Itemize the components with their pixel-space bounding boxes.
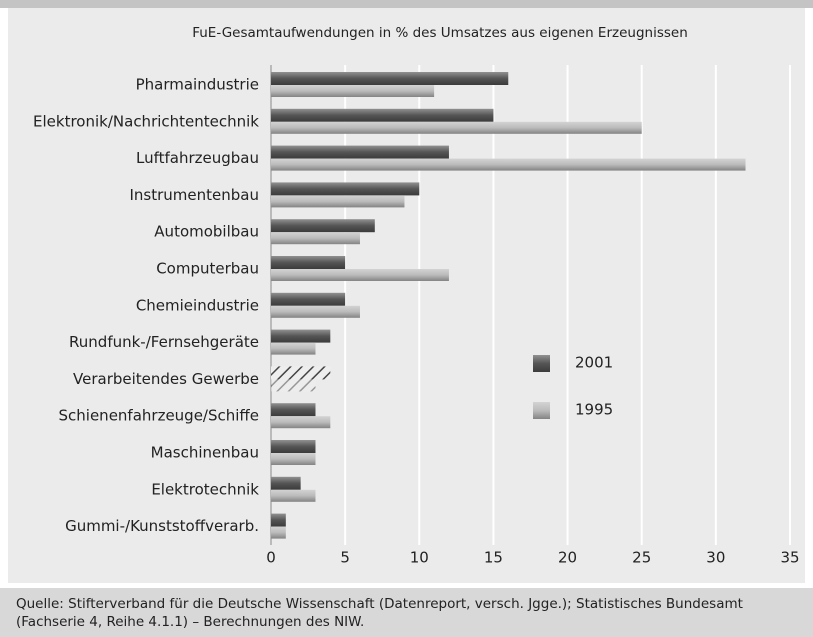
bar <box>271 379 316 392</box>
bar <box>271 72 509 85</box>
y-tick-label: Schienenfahrzeuge/Schiffe <box>59 407 259 425</box>
x-tick-label: 35 <box>780 549 799 567</box>
bar <box>271 366 331 380</box>
x-tick-label: 5 <box>340 549 350 567</box>
y-tick-label: Gummi-/Kunststoffverarb. <box>65 517 259 535</box>
x-tick-label: 10 <box>410 549 429 567</box>
y-tick-label: Pharmaindustrie <box>136 76 259 94</box>
y-tick-label: Instrumentenbau <box>130 186 260 204</box>
y-tick-label: Luftfahrzeugbau <box>136 149 259 167</box>
source-line: Quelle: Stifterverband für die Deutsche … <box>16 596 743 612</box>
bar <box>271 329 331 343</box>
bar <box>271 85 435 97</box>
x-tick-label: 25 <box>632 549 651 567</box>
legend-label: 2001 <box>575 354 613 372</box>
x-tick-label: 30 <box>706 549 725 567</box>
y-tick-label: Elektronik/Nachrichtentechnik <box>33 112 259 130</box>
bar <box>271 219 375 233</box>
bar <box>271 403 316 417</box>
y-tick-label: Maschinenbau <box>151 444 259 462</box>
y-tick-label: Verarbeitendes Gewerbe <box>73 370 259 388</box>
source-line: (Fachserie 4, Reihe 4.1.1) – Berechnunge… <box>16 614 364 630</box>
bar <box>271 232 360 245</box>
bar <box>271 526 286 539</box>
bar <box>271 292 346 306</box>
chart-title: FuE-Gesamtaufwendungen in % des Umsatzes… <box>192 25 688 41</box>
legend-swatch <box>533 355 550 372</box>
y-tick-label: Automobilbau <box>154 223 259 241</box>
plot-panel <box>8 8 805 583</box>
legend-label: 1995 <box>575 401 613 419</box>
bar <box>271 453 316 465</box>
top-strip <box>0 0 813 8</box>
bar <box>271 440 316 453</box>
y-tick-label: Chemieindustrie <box>136 296 259 314</box>
bar <box>271 342 316 355</box>
footer-panel <box>0 588 813 637</box>
bar <box>271 513 286 527</box>
x-tick-label: 20 <box>558 549 577 567</box>
bar <box>271 489 316 502</box>
bar <box>271 182 420 196</box>
bar <box>271 416 331 429</box>
bar <box>271 145 449 159</box>
bar <box>271 476 301 490</box>
bar <box>271 269 449 281</box>
y-tick-label: Rundfunk-/Fernsehgeräte <box>69 333 259 351</box>
y-tick-label: Elektrotechnik <box>151 480 259 498</box>
bar <box>271 121 642 134</box>
bar <box>271 305 360 318</box>
bar <box>271 108 494 122</box>
bar <box>271 256 346 269</box>
x-tick-label: 0 <box>266 549 276 567</box>
legend-swatch <box>533 402 550 419</box>
bar <box>271 195 405 208</box>
bar <box>271 158 746 171</box>
x-tick-label: 15 <box>484 549 503 567</box>
y-tick-label: Computerbau <box>156 260 259 278</box>
